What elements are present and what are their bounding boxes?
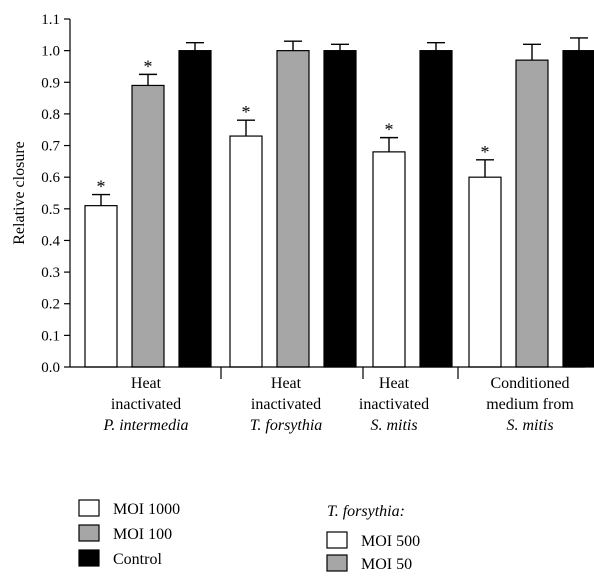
bar xyxy=(84,205,118,368)
y-tick-label: 1.0 xyxy=(41,44,60,60)
group-label: P. intermedia xyxy=(102,417,188,434)
bar xyxy=(515,59,549,368)
bar xyxy=(323,50,357,368)
legend-label: Control xyxy=(113,551,162,568)
y-tick-label: 0.2 xyxy=(41,297,60,313)
bar xyxy=(372,151,406,368)
y-axis-label: Relative closure xyxy=(11,141,28,245)
legend-swatch xyxy=(326,531,348,549)
significance-star: * xyxy=(144,56,153,76)
legend-swatch xyxy=(78,549,100,567)
legend-label: MOI 100 xyxy=(113,526,172,543)
group-label: S. mitis xyxy=(506,417,553,434)
group-label: Heat xyxy=(379,375,410,392)
legend-label: MOI 50 xyxy=(361,556,412,573)
significance-star: * xyxy=(97,177,106,197)
y-tick-label: 0.4 xyxy=(41,233,60,249)
significance-star: * xyxy=(242,102,251,122)
bar xyxy=(419,50,453,368)
bars-layer: ***** xyxy=(84,37,594,368)
significance-star: * xyxy=(481,142,490,162)
bar xyxy=(562,50,594,368)
legend-label: MOI 1000 xyxy=(113,501,180,518)
group-label: medium from xyxy=(486,396,574,413)
y-axis: 0.0 0.1 0.2 0.3 0.4 0.5 0.6 0.7 0.8 0.9 1.0 1.1 xyxy=(41,12,71,376)
y-tick-label: 0.7 xyxy=(41,139,60,155)
bar xyxy=(178,50,212,368)
group-label: Heat xyxy=(271,375,302,392)
x-axis: Heat inactivated P. intermedia Heat inactiva… xyxy=(70,366,585,434)
y-tick-label: 0.0 xyxy=(41,360,60,376)
group-label: Heat xyxy=(131,375,162,392)
y-tick-label: 0.1 xyxy=(41,328,60,344)
bar-group: * xyxy=(372,42,453,368)
bar-group: * xyxy=(229,40,357,368)
legend-label: MOI 500 xyxy=(361,533,420,550)
legend-swatch xyxy=(78,499,100,517)
group-label: T. forsythia xyxy=(250,417,323,434)
bar xyxy=(229,135,263,368)
y-tick-label: 0.9 xyxy=(41,75,60,91)
group-label: inactivated xyxy=(111,396,181,413)
bar xyxy=(276,50,310,368)
bar-group: * xyxy=(468,37,594,368)
y-tick-label: 0.5 xyxy=(41,202,60,218)
group-label: S. mitis xyxy=(370,417,417,434)
significance-star: * xyxy=(385,120,394,140)
legend: MOI 1000 MOI 100 Control T. forsythia: MOI 5… xyxy=(78,499,420,573)
y-tick-label: 1.1 xyxy=(41,12,60,28)
group-label: inactivated xyxy=(251,396,321,413)
bar xyxy=(468,176,502,368)
bar-group: ** xyxy=(84,42,212,368)
y-tick-label: 0.8 xyxy=(41,107,60,123)
legend-swatch xyxy=(78,524,100,542)
group-label: inactivated xyxy=(359,396,429,413)
y-tick-label: 0.3 xyxy=(41,265,60,281)
legend-swatch xyxy=(326,554,348,572)
legend-title: T. forsythia: xyxy=(327,503,405,520)
bar xyxy=(131,84,165,368)
y-tick-label: 0.6 xyxy=(41,170,60,186)
group-label: Conditioned xyxy=(490,375,569,392)
